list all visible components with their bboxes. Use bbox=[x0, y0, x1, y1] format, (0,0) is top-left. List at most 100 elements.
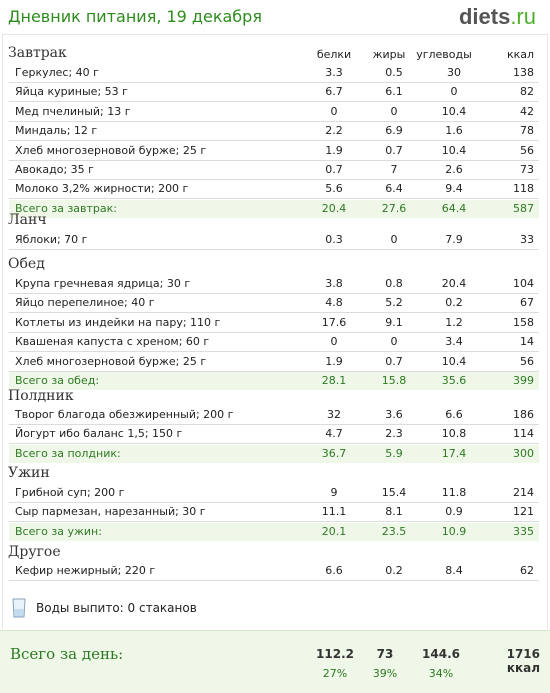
food-name: Квашеная капуста с хреном; 60 г bbox=[15, 335, 210, 349]
nutrient-value-k: 300 bbox=[513, 446, 534, 460]
nutrient-value-c: 3.4 bbox=[445, 335, 463, 349]
nutrient-value-p: 32 bbox=[327, 408, 341, 421]
food-row: Мед пчелиный; 13 г 0 0 10.4 42 bbox=[9, 103, 539, 122]
column-header-kcal: ккал bbox=[506, 48, 534, 61]
food-name: Хлеб многозерновой бурже; 25 г bbox=[15, 143, 207, 157]
nutrient-value-p: 20.4 bbox=[321, 201, 347, 215]
nutrient-value-p: 0.7 bbox=[325, 163, 343, 176]
water-glass-icon[interactable] bbox=[12, 598, 26, 618]
nutrient-value-k: 33 bbox=[520, 233, 534, 246]
nutrient-value-p: 3.8 bbox=[325, 277, 343, 290]
day-pct-fat: 39% bbox=[372, 667, 398, 680]
day-pct-protein: 27% bbox=[322, 667, 348, 680]
nutrient-value-c: 0.9 bbox=[445, 505, 463, 519]
nutrient-value-c: 1.6 bbox=[445, 124, 463, 138]
nutrient-value-f: 3.6 bbox=[385, 408, 403, 421]
food-name: Миндаль; 12 г bbox=[15, 124, 98, 138]
nutrient-value-k: 587 bbox=[513, 201, 534, 215]
site-logo[interactable]: diets.ru bbox=[459, 4, 536, 30]
nutrient-value-f: 7 bbox=[390, 163, 398, 176]
day-pct-carbs: 34% bbox=[428, 667, 454, 680]
food-row: Молоко 3,2% жирности; 200 г 5.6 6.4 9.4 118 bbox=[9, 180, 539, 200]
nutrient-value-k: 62 bbox=[520, 564, 534, 577]
meal-title-other: Другое bbox=[8, 544, 61, 560]
food-name: Кефир нежирный; 220 г bbox=[15, 564, 156, 577]
column-header-fat: жиры bbox=[372, 48, 406, 61]
food-name: Всего за полдник: bbox=[15, 446, 121, 460]
nutrient-value-f: 6.9 bbox=[385, 124, 403, 138]
nutrient-value-p: 6.7 bbox=[325, 85, 343, 99]
nutrient-value-f: 0.7 bbox=[385, 354, 403, 368]
nutrient-value-c: 8.4 bbox=[445, 564, 463, 577]
nutrient-value-f: 15.4 bbox=[381, 486, 407, 499]
food-row: Миндаль; 12 г 2.2 6.9 1.6 78 bbox=[9, 122, 539, 142]
water-text: Воды выпито: 0 стаканов bbox=[36, 601, 197, 615]
nutrient-value-c: 9.4 bbox=[445, 182, 463, 196]
nutrient-value-f: 0 bbox=[390, 233, 398, 246]
nutrient-value-f: 0 bbox=[390, 335, 398, 349]
nutrient-value-f: 8.1 bbox=[385, 505, 403, 519]
header: Дневник питания, 19 декабря diets.ru bbox=[0, 0, 550, 34]
nutrient-value-f: 5.2 bbox=[385, 296, 403, 310]
day-total-kcal: 1716 ккал bbox=[506, 647, 540, 675]
logo-tld: .ru bbox=[510, 4, 536, 29]
nutrient-value-k: 14 bbox=[520, 335, 534, 349]
nutrient-value-p: 36.7 bbox=[321, 446, 347, 460]
nutrient-value-p: 28.1 bbox=[321, 374, 347, 387]
nutrient-value-p: 4.7 bbox=[325, 427, 343, 441]
food-row: Творог благода обезжиренный; 200 г 32 3.6 6… bbox=[9, 406, 539, 425]
food-row: Квашеная капуста с хреном; 60 г 0 0 3.4 14 bbox=[9, 333, 539, 353]
nutrient-value-k: 121 bbox=[513, 505, 534, 519]
nutrient-value-f: 23.5 bbox=[381, 524, 407, 538]
nutrient-value-p: 0.3 bbox=[325, 233, 343, 246]
day-total-fat: 73 bbox=[376, 647, 394, 661]
food-row: Грибной суп; 200 г 9 15.4 11.8 214 bbox=[9, 484, 539, 503]
nutrient-value-p: 4.8 bbox=[325, 296, 343, 310]
food-row: Яйца куриные; 53 г 6.7 6.1 0 82 bbox=[9, 83, 539, 103]
food-name: Молоко 3,2% жирности; 200 г bbox=[15, 182, 189, 196]
nutrient-value-f: 2.3 bbox=[385, 427, 403, 441]
nutrient-value-c: 35.6 bbox=[441, 374, 467, 387]
nutrient-value-c: 2.6 bbox=[445, 163, 463, 176]
nutrient-value-f: 6.1 bbox=[385, 85, 403, 99]
meal-total-row: Всего за завтрак: 20.4 27.6 64.4 587 bbox=[9, 199, 539, 218]
food-row: Авокадо; 35 г 0.7 7 2.6 73 bbox=[9, 161, 539, 180]
nutrient-value-p: 1.9 bbox=[325, 143, 343, 157]
nutrient-value-c: 10.4 bbox=[441, 104, 467, 118]
food-name: Хлеб многозерновой бурже; 25 г bbox=[15, 354, 207, 368]
nutrient-value-c: 11.8 bbox=[441, 486, 467, 499]
nutrient-value-f: 0.8 bbox=[385, 277, 403, 290]
nutrient-value-c: 6.6 bbox=[445, 408, 463, 421]
meal-title-lunch: Ланч bbox=[8, 212, 47, 228]
nutrient-value-p: 20.1 bbox=[321, 524, 347, 538]
food-name: Всего за завтрак: bbox=[15, 201, 118, 215]
food-name: Всего за ужин: bbox=[15, 524, 102, 538]
nutrient-value-c: 17.4 bbox=[441, 446, 467, 460]
nutrient-value-k: 56 bbox=[520, 354, 534, 368]
nutrient-value-f: 0.5 bbox=[385, 66, 403, 79]
nutrient-value-f: 0.2 bbox=[385, 564, 403, 577]
nutrient-value-c: 10.9 bbox=[441, 524, 467, 538]
meal-title-snack: Полдник bbox=[8, 388, 74, 404]
food-row: Хлеб многозерновой бурже; 25 г 1.9 0.7 10.4… bbox=[9, 142, 539, 161]
nutrient-value-k: 82 bbox=[520, 85, 534, 99]
nutrient-value-c: 10.4 bbox=[441, 354, 467, 368]
food-name: Авокадо; 35 г bbox=[15, 163, 94, 176]
nutrient-value-c: 10.8 bbox=[441, 427, 467, 441]
nutrient-value-f: 9.1 bbox=[385, 315, 403, 329]
food-row: Котлеты из индейки на пару; 110 г 17.6 9.1… bbox=[9, 314, 539, 333]
nutrient-value-c: 64.4 bbox=[441, 201, 467, 215]
nutrient-value-f: 5.9 bbox=[385, 446, 403, 460]
nutrient-value-c: 7.9 bbox=[445, 233, 463, 246]
nutrient-value-k: 186 bbox=[513, 408, 534, 421]
nutrient-value-p: 17.6 bbox=[321, 315, 347, 329]
nutrient-value-f: 15.8 bbox=[381, 374, 407, 387]
nutrient-value-k: 138 bbox=[513, 66, 534, 79]
nutrient-value-f: 0 bbox=[390, 104, 398, 118]
nutrient-value-c: 10.4 bbox=[441, 143, 467, 157]
food-row: Сыр пармезан, нарезанный; 30 г 11.1 8.1 0.9… bbox=[9, 503, 539, 523]
food-name: Яйца куриные; 53 г bbox=[15, 85, 128, 99]
nutrient-value-k: 399 bbox=[513, 374, 534, 387]
nutrient-value-k: 42 bbox=[520, 104, 534, 118]
meal-total-row: Всего за ужин: 20.1 23.5 10.9 335 bbox=[9, 522, 539, 541]
